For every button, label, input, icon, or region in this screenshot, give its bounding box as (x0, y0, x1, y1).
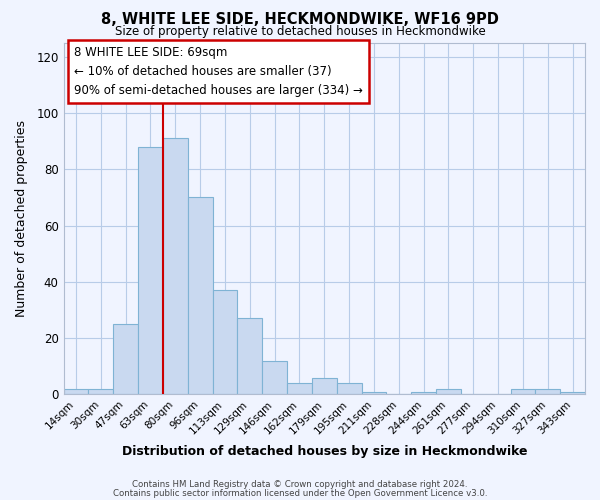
Text: 8 WHITE LEE SIDE: 69sqm
← 10% of detached houses are smaller (37)
90% of semi-de: 8 WHITE LEE SIDE: 69sqm ← 10% of detache… (74, 46, 363, 97)
Bar (262, 360, 287, 394)
Bar (560, 392, 585, 394)
Bar (64, 389, 88, 394)
Bar (337, 383, 362, 394)
Y-axis label: Number of detached properties: Number of detached properties (15, 120, 28, 317)
Bar (535, 389, 560, 394)
Text: Contains HM Land Registry data © Crown copyright and database right 2024.: Contains HM Land Registry data © Crown c… (132, 480, 468, 489)
Bar (238, 318, 262, 394)
Bar (436, 389, 461, 394)
Bar (212, 290, 238, 395)
Bar (163, 138, 188, 394)
Bar (411, 392, 436, 394)
Bar (362, 392, 386, 394)
Bar (88, 389, 113, 394)
Bar (312, 378, 337, 394)
Bar (138, 146, 163, 394)
Bar (287, 383, 312, 394)
Bar (188, 198, 212, 394)
Text: 8, WHITE LEE SIDE, HECKMONDWIKE, WF16 9PD: 8, WHITE LEE SIDE, HECKMONDWIKE, WF16 9P… (101, 12, 499, 28)
Text: Contains public sector information licensed under the Open Government Licence v3: Contains public sector information licen… (113, 488, 487, 498)
Bar (511, 389, 535, 394)
Text: Size of property relative to detached houses in Heckmondwike: Size of property relative to detached ho… (115, 25, 485, 38)
X-axis label: Distribution of detached houses by size in Heckmondwike: Distribution of detached houses by size … (122, 444, 527, 458)
Bar (113, 324, 138, 394)
